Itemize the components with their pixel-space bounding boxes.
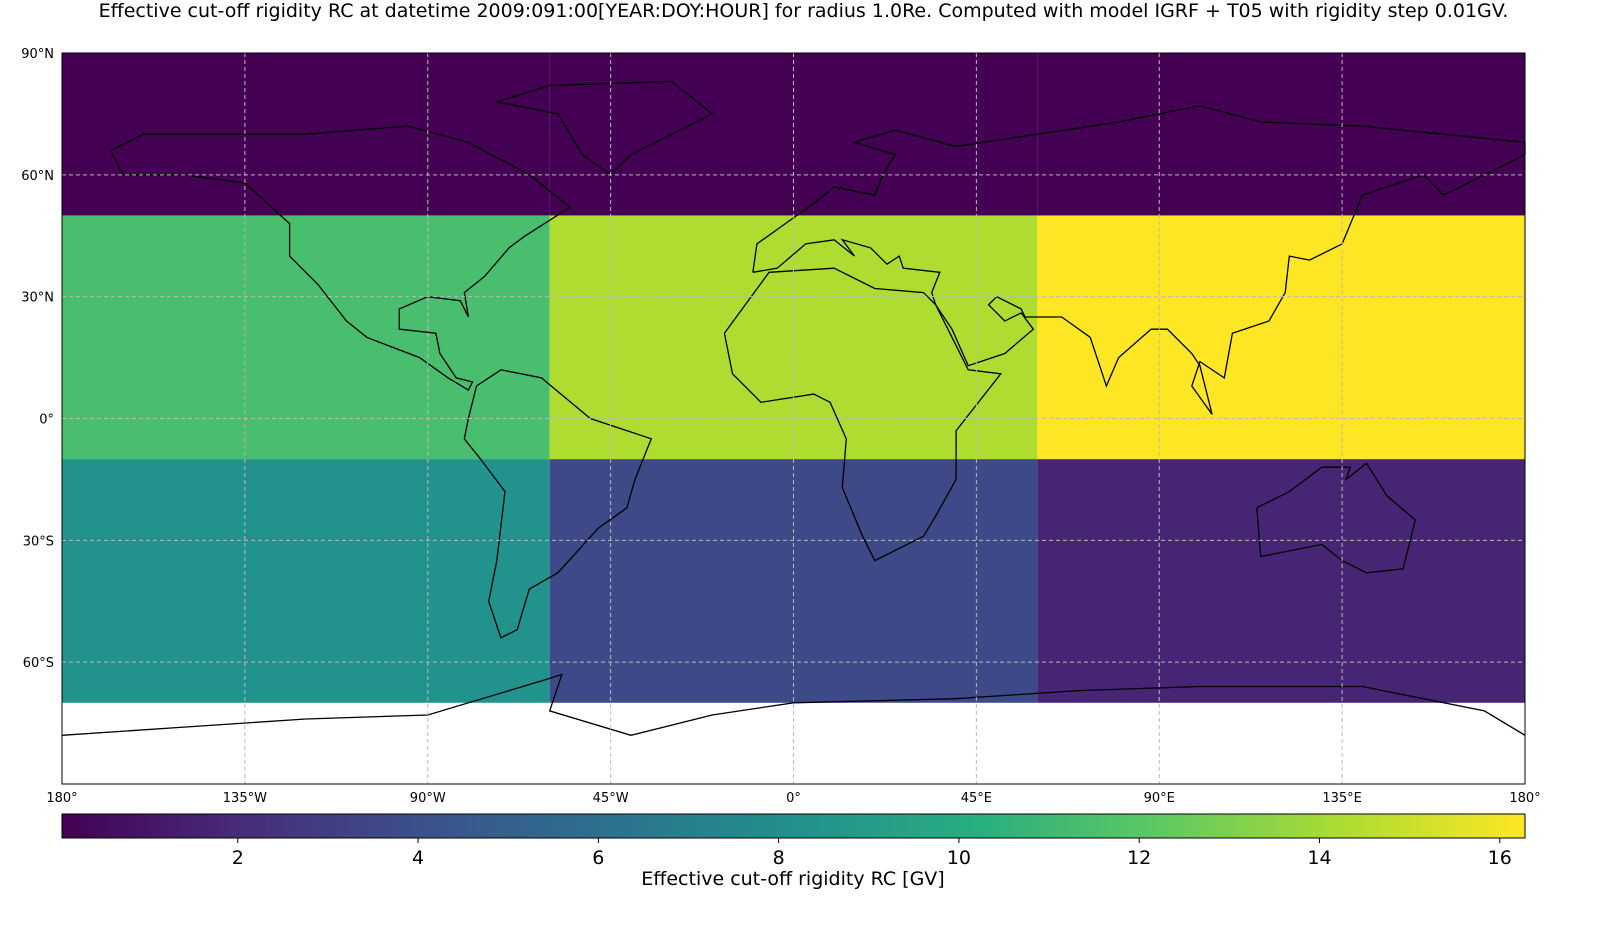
cell bbox=[62, 459, 550, 703]
colorbar bbox=[61, 813, 1526, 839]
colorbar-label: Effective cut-off rigidity RC [GV] bbox=[641, 868, 944, 890]
map-frame bbox=[61, 52, 1526, 785]
colorbar-tick-label: 6 bbox=[592, 847, 604, 869]
x-tick-label: 180° bbox=[46, 791, 77, 806]
x-tick-label: 90°W bbox=[410, 791, 446, 806]
x-tick-label: 90°E bbox=[1144, 791, 1175, 806]
y-tick-label: 30°N bbox=[21, 291, 54, 306]
x-tick-label: 180° bbox=[1509, 791, 1540, 806]
y-tick-label: 60°S bbox=[23, 656, 54, 671]
colorbar-tick-label: 10 bbox=[947, 847, 971, 869]
colorbar-tick-label: 16 bbox=[1488, 847, 1512, 869]
coastline bbox=[752, 105, 1526, 415]
x-tick-label: 135°W bbox=[223, 791, 267, 806]
coastline bbox=[110, 125, 572, 392]
x-tick-label: 45°E bbox=[961, 791, 992, 806]
grid bbox=[61, 52, 1526, 784]
coastline bbox=[496, 80, 714, 176]
y-tick-label: 0° bbox=[39, 413, 54, 428]
colorbar-tick-label: 4 bbox=[412, 847, 424, 869]
colorbar-tick-label: 2 bbox=[232, 847, 244, 869]
y-tick-label: 90°N bbox=[21, 47, 54, 62]
x-tick-label: 45°W bbox=[593, 791, 629, 806]
colorbar-tick-label: 12 bbox=[1127, 847, 1151, 869]
y-tick-label: 60°N bbox=[21, 169, 54, 184]
coastline bbox=[723, 267, 1003, 562]
x-tick-label: 0° bbox=[786, 791, 801, 806]
chart-title: Effective cut-off rigidity RC at datetim… bbox=[98, 0, 1509, 22]
x-tick-label: 135°E bbox=[1322, 791, 1362, 806]
cell bbox=[1037, 215, 1525, 460]
coastline bbox=[61, 673, 1526, 736]
coastlines bbox=[61, 80, 1526, 736]
coastline bbox=[1256, 462, 1417, 574]
y-tick-label: 30°S bbox=[23, 534, 54, 549]
cell bbox=[62, 215, 550, 460]
colorbar-tick-label: 14 bbox=[1307, 847, 1331, 869]
colorbar-tick-label: 8 bbox=[773, 847, 785, 869]
